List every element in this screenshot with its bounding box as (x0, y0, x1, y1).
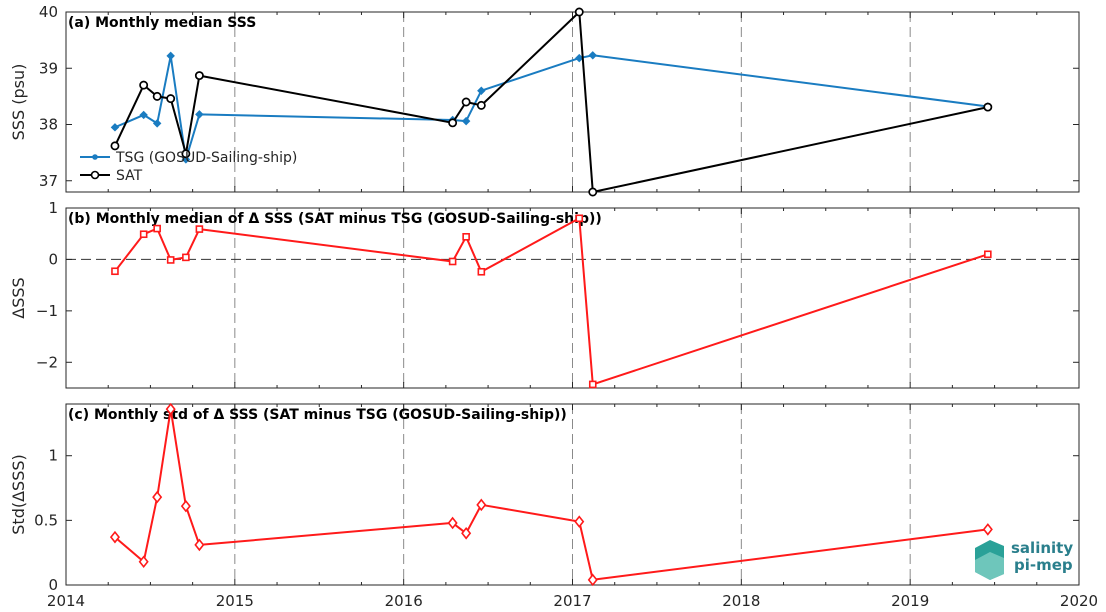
y-axis-label: Std(ΔSSS) (9, 454, 28, 534)
x-tick-label: 2014 (47, 592, 85, 610)
y-tick-label: 40 (39, 3, 58, 21)
y-tick-label: −2 (36, 353, 58, 371)
panel-title: (b) Monthly median of Δ SSS (SAT minus T… (68, 211, 602, 227)
y-tick-label: 1 (48, 199, 58, 217)
legend-sat-marker (90, 170, 100, 180)
data-point (461, 97, 471, 107)
data-point (139, 80, 149, 90)
data-point (588, 380, 597, 389)
y-tick-label: 39 (39, 59, 58, 77)
data-point (182, 253, 190, 262)
y-axis-label: SSS (psu) (9, 64, 28, 141)
x-tick-label: 2018 (722, 592, 760, 610)
x-tick-label: 2017 (553, 592, 591, 610)
x-tick-label: 2020 (1060, 592, 1098, 610)
series-line-tsg (114, 54, 988, 161)
data-point (477, 267, 486, 276)
legend-tsg-label: TSG (GOSUD-Sailing-ship) (115, 150, 297, 166)
data-point (152, 119, 162, 128)
data-point (588, 51, 598, 60)
y-tick-label: 0.5 (34, 511, 58, 529)
y-tick-label: 0 (48, 576, 58, 594)
x-tick-label: 2015 (216, 592, 254, 610)
data-point (139, 110, 148, 120)
data-point (461, 527, 472, 540)
data-point (461, 116, 471, 126)
legend-tsg-marker (92, 154, 98, 160)
y-tick-label: 38 (39, 116, 58, 134)
data-point (109, 530, 120, 544)
logo-wave-shade (975, 552, 1004, 580)
chart-panels: 37 38 39 40 SSS (psu) (a) Monthly median SSS −… (9, 3, 1098, 610)
data-point (165, 402, 176, 416)
data-point (574, 7, 584, 17)
panel-a: 37 38 39 40 SSS (psu) (a) Monthly median SSS (9, 3, 1080, 197)
data-point (575, 214, 584, 223)
y-tick-label: 0 (48, 250, 58, 268)
y-tick-label: 37 (39, 172, 58, 190)
x-tick-label: 2019 (891, 592, 929, 610)
logo-text-salinity: salinity (1011, 539, 1073, 557)
panel-c: 0 0.5 1 Std(ΔSSS) (c) Monthly std of Δ SSS (… (9, 402, 1080, 594)
data-point (448, 118, 458, 128)
data-point (476, 100, 486, 110)
panel-b: −2 −1 0 1 ΔSSS (b) Monthly median of Δ SSS (S… (9, 199, 1080, 389)
data-point (152, 490, 163, 504)
data-point (448, 257, 457, 266)
data-point (166, 256, 175, 264)
y-tick-label: 1 (48, 447, 58, 465)
legend: TSG (GOSUD-Sailing-ship) SAT (80, 150, 297, 184)
data-point (111, 267, 119, 276)
data-point (447, 516, 458, 530)
data-point (477, 86, 486, 95)
data-point (180, 499, 191, 513)
data-point (166, 51, 175, 61)
data-point (194, 538, 205, 552)
data-point (983, 102, 993, 112)
data-point (195, 110, 204, 119)
data-point (194, 71, 204, 81)
x-tick-label: 2016 (385, 592, 423, 610)
series-line-c (114, 408, 988, 581)
data-point (587, 573, 598, 587)
data-point (982, 523, 993, 536)
data-point (166, 94, 176, 104)
data-point (110, 123, 120, 132)
data-point (984, 250, 992, 259)
data-point (139, 230, 148, 239)
panel-title: (a) Monthly median SSS (68, 15, 256, 31)
y-axis-label: ΔSSS (9, 277, 28, 318)
salinity-pi-mep-logo: salinity pi-mep (975, 539, 1073, 580)
legend-sat-label: SAT (116, 168, 143, 184)
data-point (476, 498, 487, 512)
data-point (462, 233, 470, 241)
data-point (195, 225, 204, 233)
y-tick-label: −1 (36, 302, 58, 320)
data-point (588, 187, 598, 197)
data-point (152, 91, 162, 101)
logo-text-pi-mep: pi-mep (1014, 556, 1073, 574)
data-point (181, 149, 191, 159)
data-point (110, 141, 120, 151)
data-point (138, 555, 149, 569)
series-line-b (114, 217, 989, 386)
data-point (574, 515, 585, 528)
data-point (153, 224, 161, 233)
panel-title: (c) Monthly std of Δ SSS (SAT minus TSG … (68, 407, 567, 423)
